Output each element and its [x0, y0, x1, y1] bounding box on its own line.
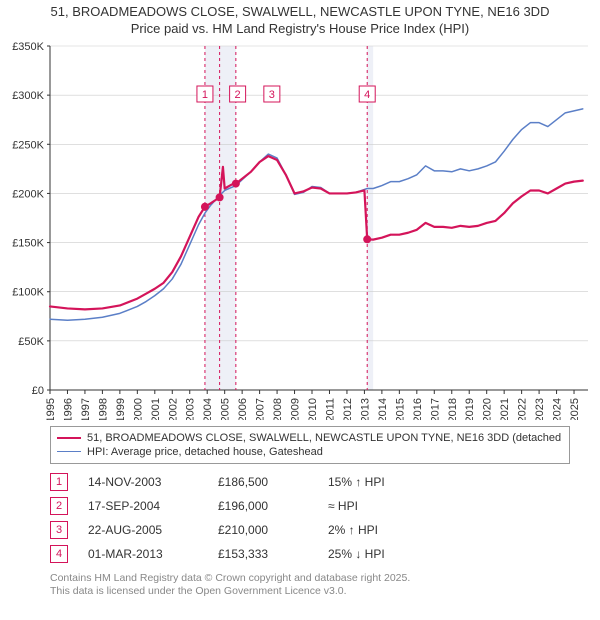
svg-text:2024: 2024: [552, 398, 564, 420]
title-line2: Price paid vs. HM Land Registry's House …: [10, 21, 590, 38]
svg-text:1995: 1995: [45, 398, 57, 420]
svg-text:2017: 2017: [429, 398, 441, 420]
svg-text:1: 1: [202, 89, 208, 101]
sale-date: 01-MAR-2013: [88, 547, 198, 561]
svg-text:4: 4: [364, 89, 370, 101]
svg-text:2003: 2003: [185, 398, 197, 420]
sale-diff: 25% ↓ HPI: [328, 547, 438, 561]
legend-row: HPI: Average price, detached house, Gate…: [57, 445, 563, 459]
legend: 51, BROADMEADOWS CLOSE, SWALWELL, NEWCAS…: [50, 426, 570, 464]
svg-text:2016: 2016: [412, 398, 424, 420]
svg-text:2012: 2012: [342, 398, 354, 420]
chart-title: 51, BROADMEADOWS CLOSE, SWALWELL, NEWCAS…: [0, 0, 600, 40]
svg-text:2004: 2004: [202, 398, 214, 420]
svg-text:2010: 2010: [307, 398, 319, 420]
svg-text:3: 3: [269, 89, 275, 101]
sale-date: 14-NOV-2003: [88, 475, 198, 489]
sale-marker: 3: [50, 521, 68, 539]
footer-line1: Contains HM Land Registry data © Crown c…: [50, 572, 570, 586]
svg-text:2009: 2009: [290, 398, 302, 420]
sale-diff: 15% ↑ HPI: [328, 475, 438, 489]
svg-text:£150K: £150K: [12, 237, 44, 249]
svg-text:2011: 2011: [324, 398, 336, 420]
sale-diff: ≈ HPI: [328, 499, 438, 513]
sale-date: 17-SEP-2004: [88, 499, 198, 513]
svg-text:£0: £0: [32, 385, 44, 397]
footer-line2: This data is licensed under the Open Gov…: [50, 585, 570, 599]
sale-marker: 2: [50, 497, 68, 515]
svg-text:1999: 1999: [115, 398, 127, 420]
svg-text:£350K: £350K: [12, 41, 44, 53]
svg-text:1998: 1998: [97, 398, 109, 420]
sale-price: £196,000: [218, 499, 308, 513]
svg-text:2013: 2013: [359, 398, 371, 420]
svg-text:2001: 2001: [150, 398, 162, 420]
svg-text:2022: 2022: [517, 398, 529, 420]
legend-label: 51, BROADMEADOWS CLOSE, SWALWELL, NEWCAS…: [87, 432, 563, 444]
legend-swatch: [57, 437, 81, 439]
sale-row: 4 01-MAR-2013 £153,333 25% ↓ HPI: [50, 542, 570, 566]
svg-text:£100K: £100K: [12, 286, 44, 298]
svg-text:2015: 2015: [394, 398, 406, 420]
svg-text:2021: 2021: [499, 398, 511, 420]
sale-marker: 4: [50, 545, 68, 563]
svg-text:2014: 2014: [377, 398, 389, 420]
title-line1: 51, BROADMEADOWS CLOSE, SWALWELL, NEWCAS…: [10, 4, 590, 21]
sale-price: £210,000: [218, 523, 308, 537]
sale-date: 22-AUG-2005: [88, 523, 198, 537]
svg-text:£300K: £300K: [12, 90, 44, 102]
svg-text:2019: 2019: [464, 398, 476, 420]
sale-row: 1 14-NOV-2003 £186,500 15% ↑ HPI: [50, 470, 570, 494]
svg-text:2002: 2002: [167, 398, 179, 420]
sale-diff: 2% ↑ HPI: [328, 523, 438, 537]
svg-text:2006: 2006: [237, 398, 249, 420]
svg-text:1997: 1997: [80, 398, 92, 420]
legend-swatch: [57, 451, 81, 452]
sale-marker: 1: [50, 473, 68, 491]
svg-text:2018: 2018: [447, 398, 459, 420]
svg-text:1996: 1996: [62, 398, 74, 420]
sale-row: 3 22-AUG-2005 £210,000 2% ↑ HPI: [50, 518, 570, 542]
svg-text:2007: 2007: [255, 398, 267, 420]
svg-text:2005: 2005: [220, 398, 232, 420]
sale-row: 2 17-SEP-2004 £196,000 ≈ HPI: [50, 494, 570, 518]
svg-text:£50K: £50K: [18, 336, 44, 348]
sale-price: £153,333: [218, 547, 308, 561]
svg-text:2008: 2008: [272, 398, 284, 420]
legend-label: HPI: Average price, detached house, Gate…: [87, 446, 323, 458]
sale-price: £186,500: [218, 475, 308, 489]
svg-text:2023: 2023: [534, 398, 546, 420]
svg-text:2020: 2020: [482, 398, 494, 420]
svg-text:2: 2: [235, 89, 241, 101]
chart-svg: £0 £50K £100K £150K £200K £250K £300K £350K 1995…: [0, 40, 600, 420]
svg-text:2025: 2025: [569, 398, 581, 420]
svg-text:£200K: £200K: [12, 188, 44, 200]
svg-text:2000: 2000: [132, 398, 144, 420]
footer: Contains HM Land Registry data © Crown c…: [50, 572, 570, 599]
chart-area: £0 £50K £100K £150K £200K £250K £300K £350K 1995…: [0, 40, 600, 420]
svg-text:£250K: £250K: [12, 139, 44, 151]
sales-table: 1 14-NOV-2003 £186,500 15% ↑ HPI 2 17-SEP-200…: [50, 470, 570, 566]
legend-row: 51, BROADMEADOWS CLOSE, SWALWELL, NEWCAS…: [57, 431, 563, 445]
